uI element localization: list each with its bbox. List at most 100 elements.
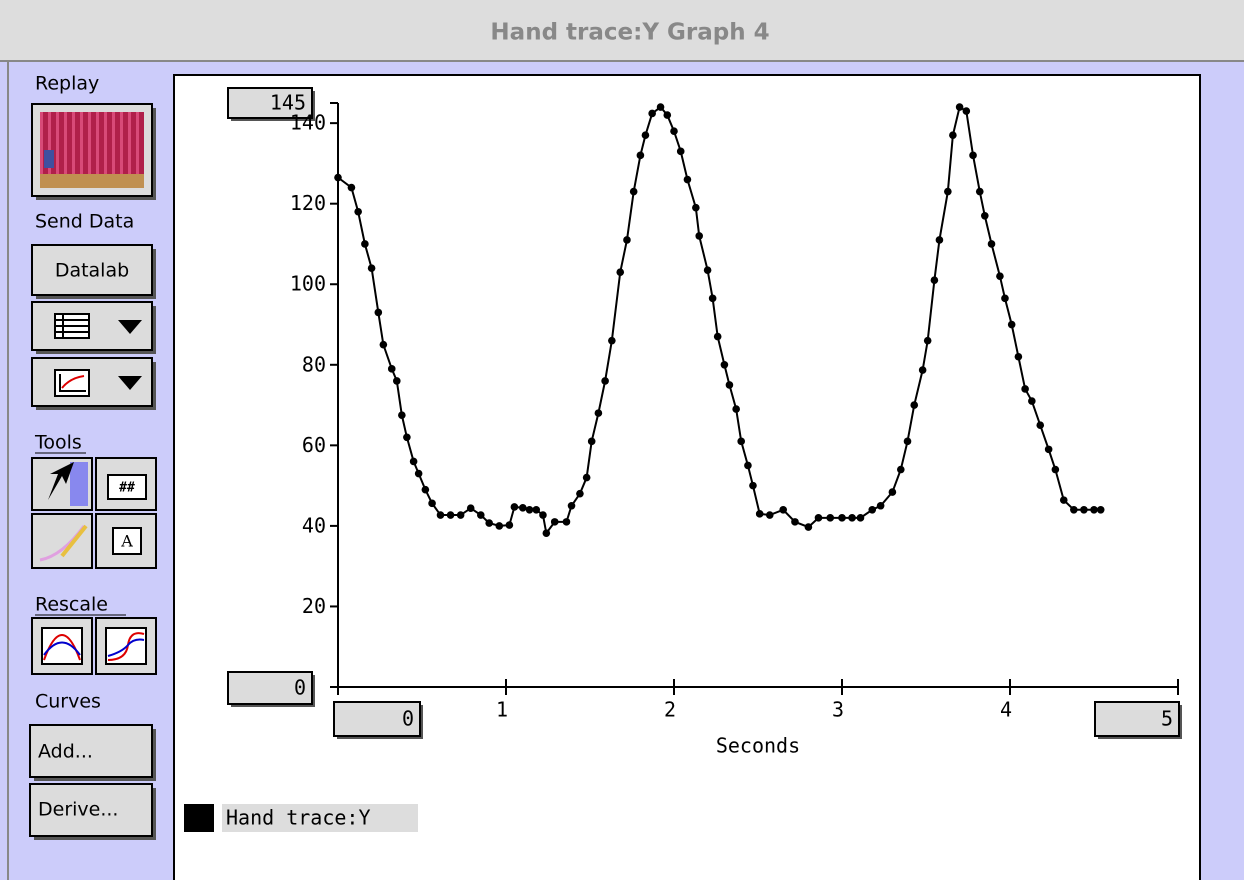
data-point: [1052, 466, 1060, 474]
data-point: [1001, 295, 1009, 303]
data-point: [495, 522, 503, 530]
replay-label: Replay: [35, 73, 99, 95]
window: Hand trace:Y Graph 4 Replay Send Data Da…: [0, 0, 1244, 880]
data-point: [692, 204, 700, 212]
data-point: [1080, 506, 1088, 514]
legend-label: Hand trace:Y: [226, 806, 371, 830]
data-point: [506, 521, 514, 529]
limit-label: 0: [402, 707, 414, 731]
data-point: [1015, 353, 1023, 361]
x-tick-label: 1: [496, 698, 508, 722]
page: Hand trace:Y Graph 4 Replay Send Data Da…: [0, 0, 1244, 880]
y-tick-label: 20: [302, 594, 326, 618]
data-point: [877, 502, 885, 510]
data-point: [539, 511, 547, 519]
data-point: [403, 433, 411, 441]
data-point: [868, 506, 876, 514]
label-tool[interactable]: ##: [96, 458, 156, 510]
data-point: [576, 490, 584, 498]
x-tick-label: 3: [832, 698, 844, 722]
data-point: [637, 152, 645, 160]
data-point: [663, 111, 671, 119]
data-point: [721, 361, 729, 369]
data-point: [334, 174, 342, 182]
x-min-box[interactable]: 0: [334, 702, 423, 739]
x-max-box[interactable]: 5: [1095, 702, 1182, 739]
x-axis-label: Seconds: [716, 734, 800, 758]
data-point: [398, 411, 406, 419]
data-point: [595, 409, 603, 417]
data-point: [437, 511, 445, 519]
data-point: [848, 514, 856, 522]
data-point: [704, 266, 712, 274]
data-point: [361, 240, 369, 248]
data-point: [889, 488, 897, 496]
arrow-tool[interactable]: [32, 458, 92, 510]
data-point: [1028, 397, 1036, 405]
data-point: [791, 518, 799, 526]
tools-label: Tools: [34, 432, 82, 454]
data-point: [910, 401, 918, 409]
data-point: [485, 519, 493, 527]
data-point: [826, 514, 834, 522]
data-point: [766, 511, 774, 519]
data-point: [623, 236, 631, 244]
data-point: [1036, 421, 1044, 429]
data-point: [904, 438, 912, 446]
data-point: [543, 529, 551, 537]
data-point: [563, 518, 571, 526]
datalab-button[interactable]: Datalab: [32, 245, 156, 299]
add-button[interactable]: Add...: [30, 725, 156, 781]
graph-dropdown[interactable]: [32, 358, 156, 410]
data-point: [457, 511, 465, 519]
data-point: [714, 333, 722, 341]
x-tick-label: 4: [1000, 698, 1012, 722]
data-point: [988, 240, 996, 248]
rescale-peak[interactable]: [32, 618, 92, 674]
data-point: [1090, 506, 1098, 514]
data-point: [924, 337, 932, 345]
data-point: [1045, 446, 1053, 454]
label-tool-icon: ##: [119, 481, 135, 496]
data-point: [744, 462, 752, 470]
data-point: [348, 184, 356, 192]
data-point: [588, 438, 596, 446]
table-dropdown[interactable]: [32, 302, 156, 354]
x-tick-label: 2: [664, 698, 676, 722]
replay-button[interactable]: [32, 104, 156, 200]
y-tick-label: 80: [302, 352, 326, 376]
data-point: [931, 276, 939, 284]
data-point: [944, 188, 952, 196]
data-point: [756, 510, 764, 518]
data-point: [670, 127, 678, 135]
data-point: [897, 466, 905, 474]
text-tool[interactable]: A: [96, 514, 156, 568]
data-point: [815, 514, 823, 522]
data-point: [467, 504, 475, 512]
data-point: [354, 208, 362, 216]
limit-label: 0: [294, 676, 306, 700]
window-title: Hand trace:Y Graph 4: [490, 20, 769, 46]
y-tick-label: 100: [290, 272, 326, 296]
data-point: [1008, 321, 1016, 329]
data-point: [684, 176, 692, 184]
data-point: [838, 514, 846, 522]
limit-label: 5: [1161, 707, 1173, 731]
y-min-box[interactable]: 0: [228, 672, 315, 707]
draw-tool[interactable]: [32, 514, 92, 568]
data-point: [375, 309, 383, 317]
curves-label: Curves: [35, 691, 101, 713]
data-point: [368, 264, 376, 272]
data-point: [415, 470, 423, 478]
data-point: [677, 148, 685, 156]
data-point: [511, 503, 519, 511]
rescale-step[interactable]: [96, 618, 156, 674]
derive-button[interactable]: Derive...: [30, 784, 156, 840]
data-point: [608, 337, 616, 345]
data-point: [648, 110, 656, 118]
data-point: [388, 365, 396, 373]
data-point: [857, 514, 865, 522]
data-point: [477, 511, 485, 519]
data-point: [526, 506, 534, 514]
data-point: [422, 486, 430, 494]
